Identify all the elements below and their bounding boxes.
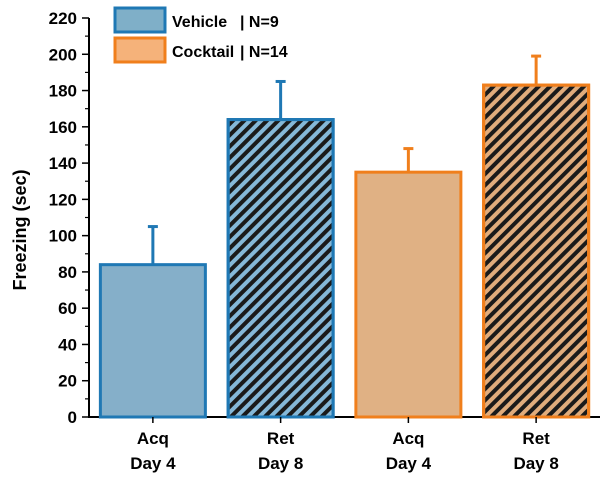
- legend-swatch: [113, 6, 167, 34]
- y-tick-label: 20: [58, 372, 77, 391]
- bar-hatch: [229, 121, 332, 416]
- bars: [98, 54, 591, 419]
- x-tick-label: Day 4: [130, 454, 176, 473]
- y-tick-label: 220: [49, 9, 77, 28]
- bar: [354, 170, 463, 419]
- y-tick-label: 120: [49, 190, 77, 209]
- bar-hatch: [485, 86, 588, 416]
- legend-n-label: | N=14: [240, 44, 288, 61]
- y-tick-label: 80: [58, 263, 77, 282]
- x-tick-label: Day 8: [258, 454, 303, 473]
- y-tick-label: 140: [49, 154, 77, 173]
- x-tick-label: Acq: [392, 429, 424, 448]
- y-tick-label: 160: [49, 118, 77, 137]
- bar-group: [226, 79, 335, 419]
- y-axis-label: Freezing (sec): [10, 169, 30, 290]
- legend-label: Cocktail: [172, 44, 234, 61]
- x-axis: Acq Day 4 Ret Day 8 Acq Day 4 Ret Day 8: [130, 417, 559, 473]
- bar: [98, 263, 207, 419]
- legend-swatch: [113, 36, 167, 64]
- legend-n-label: | N=9: [240, 14, 279, 31]
- x-tick-label: Ret: [522, 429, 550, 448]
- y-tick-label: 100: [49, 227, 77, 246]
- y-tick-label: 60: [58, 299, 77, 318]
- y-tick-label: 180: [49, 82, 77, 101]
- bar-group: [482, 54, 591, 419]
- bar-group: [354, 147, 463, 419]
- x-tick-label: Acq: [137, 429, 169, 448]
- legend: Vehicle | N=9 Cocktail | N=14: [113, 6, 288, 64]
- x-tick-label: Day 4: [386, 454, 432, 473]
- legend-label: Vehicle: [172, 14, 227, 31]
- y-tick-label: 200: [49, 45, 77, 64]
- y-tick-label: 40: [58, 335, 77, 354]
- y-tick-label: 0: [68, 408, 77, 427]
- x-tick-label: Day 8: [513, 454, 558, 473]
- x-tick-label: Ret: [267, 429, 295, 448]
- bar-group: [98, 225, 207, 419]
